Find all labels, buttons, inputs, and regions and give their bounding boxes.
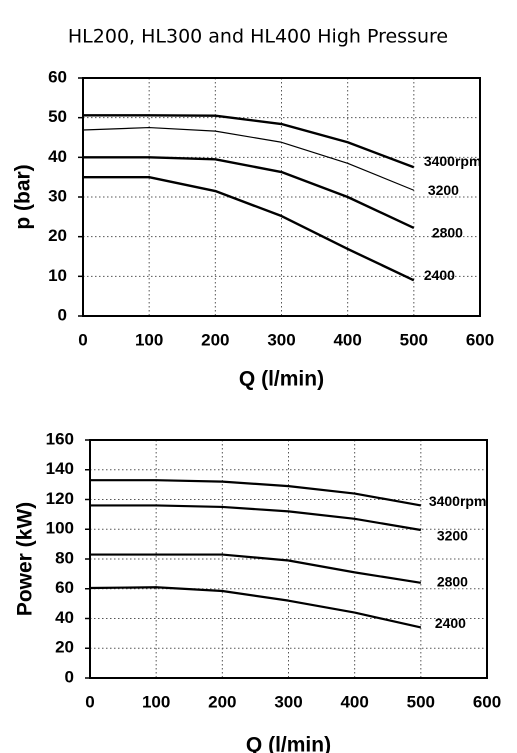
y-tick-label: 40: [55, 608, 74, 627]
y-tick-label: 50: [48, 107, 67, 126]
x-tick-label: 500: [407, 692, 435, 711]
y-tick-label: 120: [46, 489, 74, 508]
data-line: [83, 175, 415, 282]
series-end-label: 3400rpm: [424, 153, 482, 169]
data-line: [82, 126, 415, 191]
y-tick-label: 60: [55, 578, 74, 597]
y-axis-label: Power (kW): [14, 502, 37, 616]
x-axis-label: Q (l/min): [239, 368, 324, 391]
y-tick-label: 160: [46, 429, 74, 448]
y-tick-label: 0: [65, 667, 74, 686]
x-tick-label: 0: [85, 692, 94, 711]
y-tick-label: 100: [46, 519, 74, 538]
plot-frame: [89, 439, 488, 679]
x-tick-label: 600: [473, 692, 501, 711]
y-tick-label: 140: [46, 459, 74, 478]
x-tick-label: 100: [135, 330, 163, 349]
series-end-label: 3400rpm: [429, 493, 487, 509]
series-end-label: 2800: [432, 225, 463, 241]
series-end-label: 2800: [437, 574, 468, 590]
x-tick-label: 0: [78, 330, 87, 349]
series-end-label: 3200: [428, 182, 459, 198]
series-end-label: 3200: [437, 528, 468, 544]
y-tick-label: 20: [55, 638, 74, 657]
data-line: [89, 586, 422, 629]
chart-title: HL200, HL300 and HL400 High Pressure: [68, 26, 448, 48]
x-tick-label: 100: [142, 692, 170, 711]
y-tick-label: 40: [48, 147, 67, 166]
y-tick-label: 0: [58, 305, 67, 324]
y-tick-label: 60: [48, 67, 67, 86]
x-axis-label: Q (l/min): [246, 734, 331, 753]
x-tick-label: 400: [333, 330, 361, 349]
y-tick-label: 20: [48, 226, 67, 245]
x-tick-label: 400: [340, 692, 368, 711]
x-tick-label: 300: [274, 692, 302, 711]
data-line: [83, 114, 415, 169]
plot-frame: [82, 77, 481, 317]
y-axis-label: p (bar): [12, 164, 35, 229]
y-tick-label: 80: [55, 548, 74, 567]
y-tick-label: 10: [48, 266, 67, 285]
data-line: [90, 479, 422, 507]
x-tick-label: 500: [400, 330, 428, 349]
data-line: [90, 504, 422, 532]
series-end-label: 2400: [424, 267, 455, 283]
x-tick-label: 600: [466, 330, 494, 349]
x-tick-label: 200: [208, 692, 236, 711]
data-line: [90, 553, 422, 584]
x-tick-label: 200: [201, 330, 229, 349]
series-end-label: 2400: [435, 615, 466, 631]
y-tick-label: 30: [48, 186, 67, 205]
data-line: [83, 156, 415, 230]
x-tick-label: 300: [267, 330, 295, 349]
